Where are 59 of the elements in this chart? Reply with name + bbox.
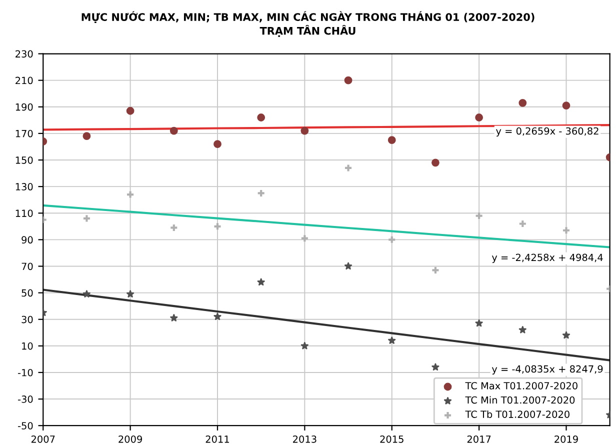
- y-tick-label: 150: [16, 156, 33, 164]
- y-tick-label: 10: [22, 342, 33, 350]
- point: [213, 222, 222, 231]
- point: [388, 336, 396, 344]
- point: [126, 106, 134, 115]
- y-tick-label: 230: [16, 50, 33, 58]
- y-tick-label: 210: [16, 76, 33, 84]
- point: [257, 114, 266, 122]
- point: [300, 234, 309, 243]
- point: [126, 290, 134, 298]
- y-tick-label: 90: [22, 236, 33, 244]
- x-tick-label: 2017: [467, 435, 491, 443]
- x-tick-label: 2015: [380, 435, 404, 443]
- y-tick-label: 30: [22, 316, 33, 324]
- y-tick-label: 70: [22, 262, 33, 270]
- x-tick-label: 2009: [118, 435, 142, 443]
- legend-label: TC Min T01.2007-2020: [465, 396, 575, 404]
- point: [257, 278, 265, 286]
- legend-label: TC Tb T01.2007-2020: [465, 410, 570, 418]
- point: [214, 312, 222, 320]
- y-tick-label: 170: [16, 130, 33, 138]
- line-series: [43, 204, 610, 248]
- y-tick-label: -10: [18, 368, 33, 376]
- point: [300, 342, 308, 350]
- point: [388, 235, 396, 244]
- point: [562, 331, 570, 339]
- y-tick-label: 110: [16, 210, 33, 217]
- x-tick-label: 2013: [293, 435, 316, 443]
- y-tick-label: -50: [18, 422, 33, 430]
- y-tick-label: -30: [18, 396, 33, 403]
- x-tick-label: 2019: [554, 435, 578, 443]
- annotation: y = 0,2659x - 360,82: [496, 127, 598, 137]
- point: [562, 102, 570, 110]
- point: [344, 262, 352, 270]
- annotation: y = -2,4258x + 4984,4: [492, 254, 603, 263]
- point: [170, 126, 178, 135]
- y-tick-label: 190: [16, 103, 33, 111]
- point: [432, 363, 440, 370]
- y-tick-label: 130: [16, 183, 33, 190]
- point: [518, 98, 527, 107]
- point: [475, 114, 484, 122]
- point: [475, 319, 483, 327]
- line-series: [43, 288, 610, 362]
- y-tick-label: 50: [22, 289, 33, 297]
- annotation: y = -4,0835x + 8247,9: [492, 365, 603, 375]
- point: [126, 190, 135, 199]
- point: [300, 126, 309, 135]
- chart-title: MỰC NƯỚC MAX, MIN; TB MAX, MIN CÁC NGÀY TRONG THÁNG 01 (2007-2020) TRẠM TÂN CHÂU: [82, 11, 534, 37]
- x-tick-label: 2011: [206, 435, 229, 443]
- x-tick-label: 2007: [31, 435, 55, 443]
- point: [82, 290, 91, 298]
- point: [344, 76, 352, 84]
- point: [388, 136, 396, 144]
- point: [518, 326, 526, 334]
- point: [82, 132, 91, 140]
- point: [170, 314, 178, 322]
- point: [432, 158, 440, 167]
- legend-label: TC Max T01.2007-2020: [465, 382, 578, 390]
- point: [214, 140, 222, 148]
